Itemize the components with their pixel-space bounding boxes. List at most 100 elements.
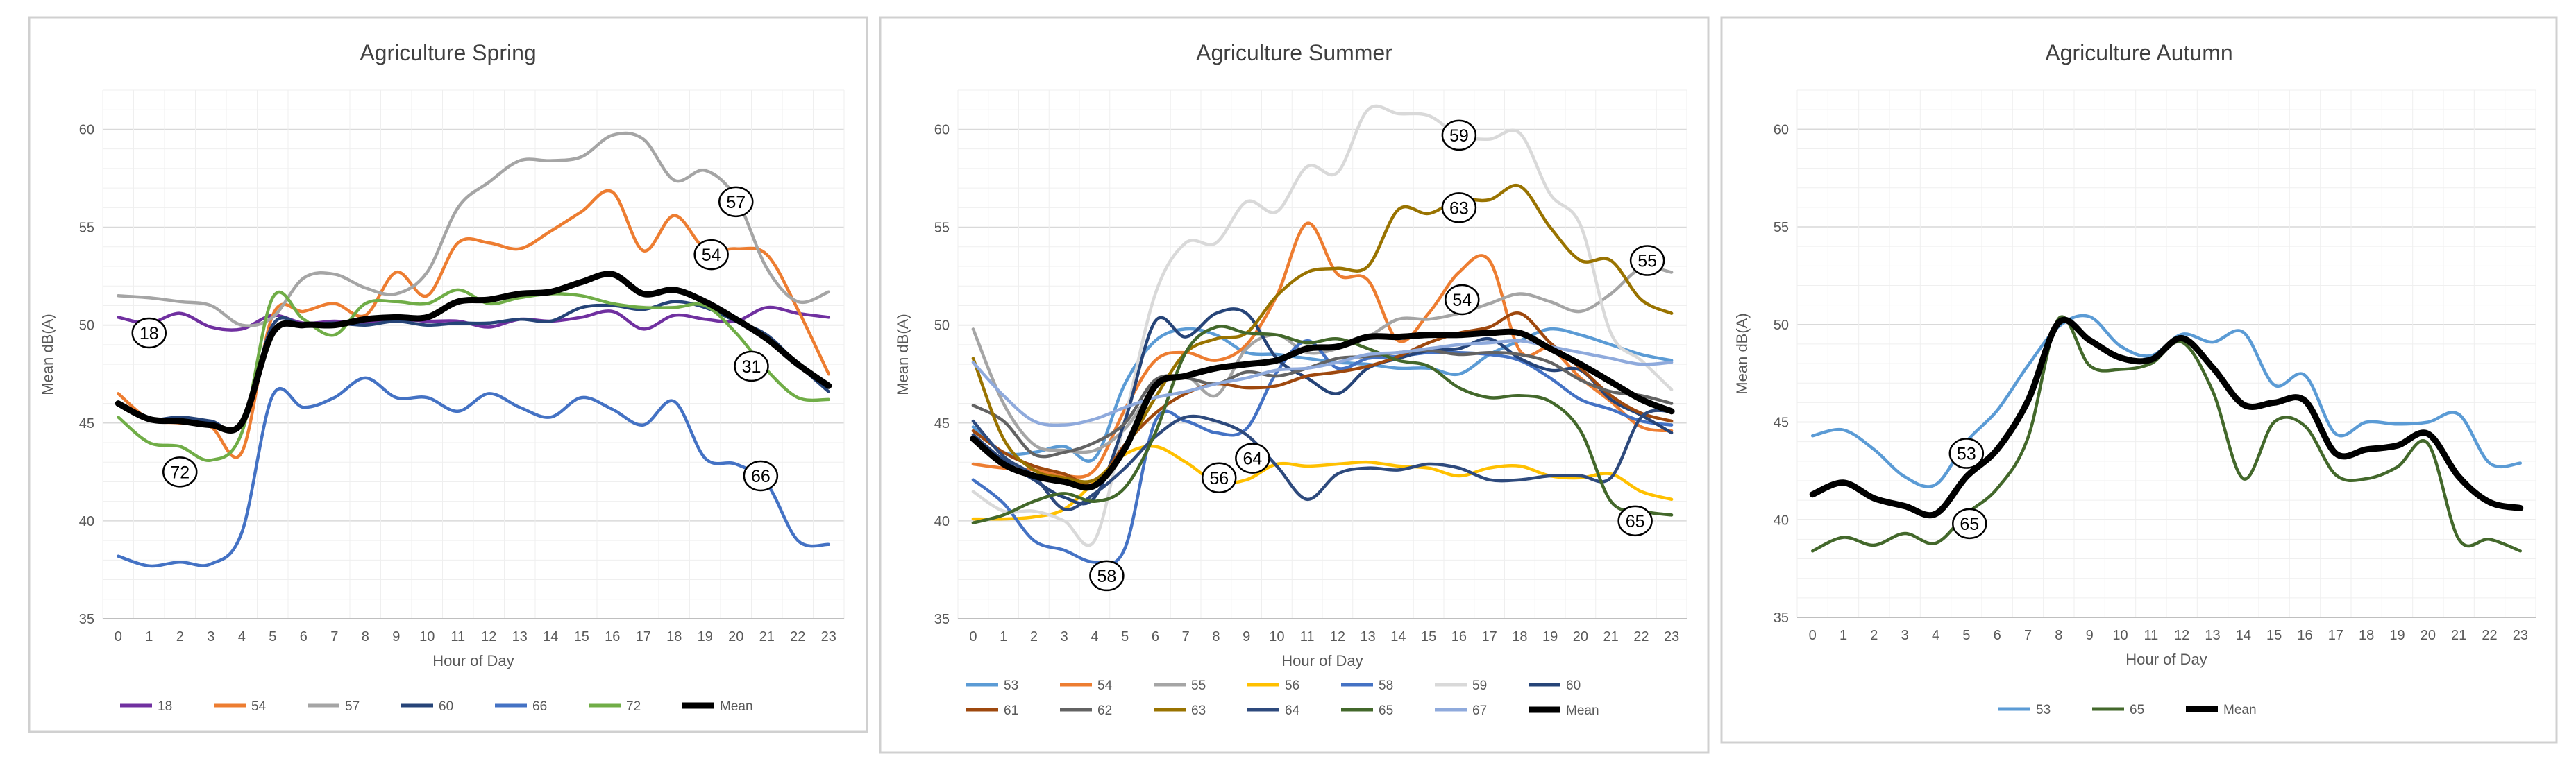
x-tick-label: 21 [2451,628,2466,643]
legend-label: 53 [2036,703,2051,717]
legend-item-61: 61 [966,703,1018,718]
legend-label: 63 [1191,703,1206,718]
y-tick-label: 60 [79,122,94,137]
annotation-circle [1952,508,1987,540]
y-tick-label: 45 [1774,416,1789,431]
x-tick-label: 0 [1809,628,1817,643]
legend-label: 53 [1004,678,1018,693]
x-tick-label: 23 [2513,628,2528,643]
series-line-58 [971,339,1674,566]
x-tick-label: 2 [1030,629,1038,644]
x-tick-label: 14 [2236,628,2251,643]
legend-label: 67 [1472,703,1487,718]
annotation-54: 54 [693,239,729,271]
legend-label: 57 [345,699,360,714]
y-tick-label: 35 [1774,610,1789,626]
legend-label: 56 [1285,678,1299,693]
legend-item-60: 60 [1529,678,1581,693]
x-tick-label: 14 [1390,629,1406,644]
x-tick-label: 3 [1901,628,1909,643]
annotation-label: 58 [1097,567,1116,586]
x-tick-label: 22 [790,629,805,644]
legend-item-Mean: Mean [1529,703,1599,718]
annotation-label: 55 [1638,252,1657,271]
x-axis-title: Hour of Day [432,652,514,669]
legend-label: 65 [1379,703,1393,718]
chart-title: Agriculture Spring [360,40,536,65]
annotation-circle [1089,560,1125,592]
y-tick-label: 35 [934,612,950,627]
x-tick-label: 8 [2055,628,2062,643]
x-tick-label: 7 [330,629,338,644]
annotation-circle [131,317,167,349]
y-tick-label: 55 [79,221,94,236]
x-tick-label: 10 [419,629,435,644]
chart-frame [879,16,1710,754]
chart-title: Agriculture Autumn [2045,40,2232,65]
x-tick-label: 6 [300,629,308,644]
legend-label: 60 [1566,678,1581,693]
annotations: 18 72 57 54 31 66 [131,186,779,492]
legend-label: 54 [251,699,267,714]
y-tick-label: 50 [79,318,94,334]
legend-item-54: 54 [1060,678,1113,693]
annotation-label: 53 [1957,445,1976,464]
x-tick-label: 15 [2266,628,2282,643]
chart-frame [1720,16,2558,744]
annotation-65: 65 [1617,505,1653,537]
x-tick-label: 0 [115,629,122,644]
annotation-label: 72 [170,463,190,482]
annotation-circle [1445,284,1480,316]
legend-item-54: 54 [214,699,267,714]
annotation-72: 72 [162,456,198,488]
series-line-62 [971,349,1674,459]
annotation-circle [162,456,198,488]
x-tick-label: 22 [2482,628,2497,643]
x-tick-label: 8 [1212,629,1220,644]
x-tick-label: 20 [728,629,743,644]
annotation-label: 65 [1626,512,1645,531]
annotation-label: 63 [1449,198,1469,218]
x-tick-label: 21 [1603,629,1619,644]
legend: 53 54 55 56 58 59 60 61 62 63 64 65 67 Mean [966,678,1599,718]
x-tick-label: 20 [1573,629,1588,644]
x-tick-label: 5 [269,629,276,644]
y-tick-label: 45 [79,416,94,431]
series-line-66 [117,376,831,568]
annotations: 59 63 55 54 64 56 58 65 [1089,119,1665,592]
y-tick-label: 60 [934,122,950,137]
series-line-65 [1810,315,2523,553]
legend-label: Mean [2223,703,2257,717]
y-tick-label: 50 [1774,318,1789,333]
annotation-18: 18 [131,317,167,349]
x-tick-label: 3 [207,629,214,644]
gridlines [1796,89,2536,618]
legend-label: 65 [2130,703,2144,717]
x-tick-label: 14 [543,629,558,644]
annotation-circle [718,186,754,218]
annotation-circle [1235,443,1270,474]
x-tick-label: 4 [1091,629,1098,644]
legend-item-63: 63 [1154,703,1206,718]
legend-label: Mean [1566,703,1599,718]
annotation-59: 59 [1441,119,1477,151]
annotation-circle [1441,192,1477,223]
series-lines [970,104,1675,566]
annotation-label: 66 [751,467,771,486]
x-tick-label: 6 [1994,628,2001,643]
x-tick-label: 18 [2359,628,2374,643]
annotation-label: 59 [1449,126,1469,146]
y-tick-label: 35 [79,612,94,627]
annotation-circle [734,350,769,382]
y-tick-label: 60 [1774,122,1789,137]
annotation-label: 57 [726,193,746,212]
annotation-54: 54 [1445,284,1480,316]
legend-label: 18 [158,699,172,714]
annotation-31: 31 [734,350,769,382]
legend-item-65: 65 [2092,703,2144,717]
legend-label: 64 [1285,703,1300,718]
